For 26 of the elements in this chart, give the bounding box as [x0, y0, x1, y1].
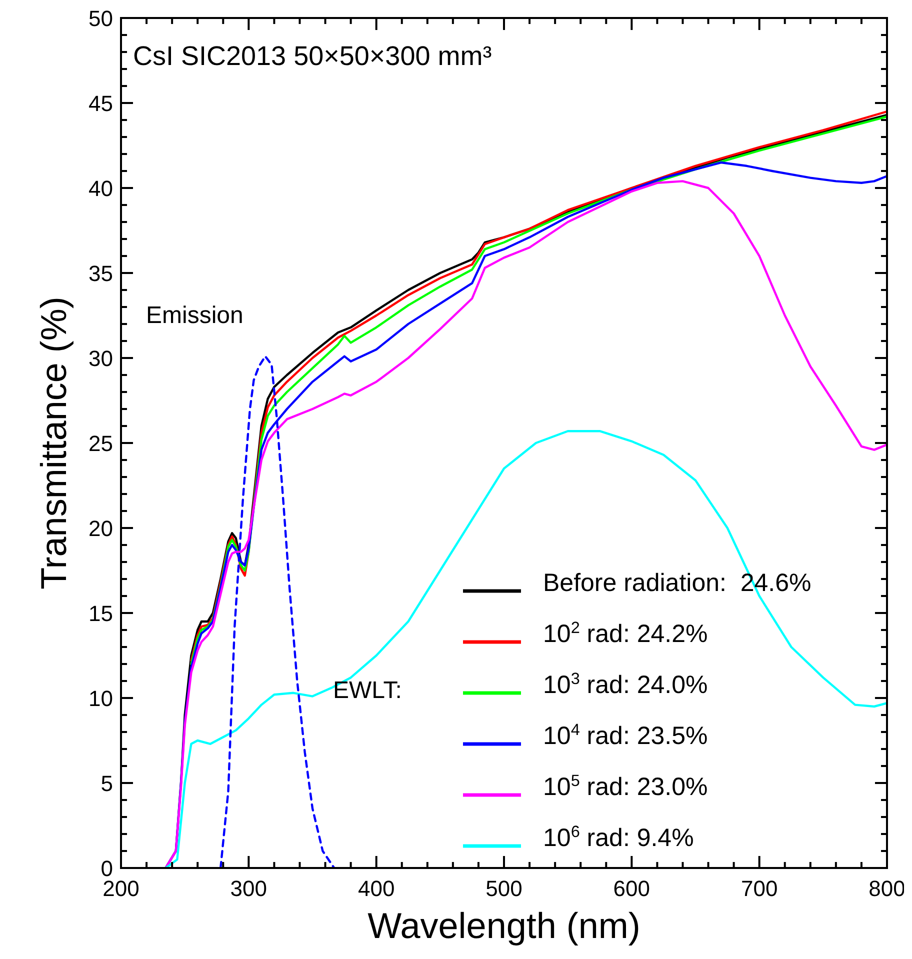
legend-label: 10$^{4}$ rad: 23.5% [543, 721, 708, 750]
y-tick-label: 5 [100, 771, 113, 796]
y-tick-label: 35 [88, 261, 113, 286]
y-tick-label: 10 [88, 686, 113, 711]
y-tick-label: 40 [88, 176, 113, 201]
legend-label: 10$^{3}$ rad: 24.0% [543, 670, 708, 699]
text: CsI SIC2013 50×50×300 mm³ [133, 41, 492, 71]
legend-label: 10$^{2}$ rad: 24.2% [543, 619, 708, 648]
x-tick-label: 700 [740, 876, 778, 901]
line-series [164, 430, 887, 868]
annotation: Emission [146, 302, 244, 329]
y-tick-label: 45 [88, 91, 113, 116]
y-tick-label: 50 [88, 6, 113, 31]
x-tick-label: 400 [358, 876, 395, 901]
y-tick-label: 30 [88, 346, 113, 371]
y-tick-label: 25 [88, 431, 113, 456]
x-tick-label: 500 [486, 876, 522, 901]
x-tick-label: 600 [613, 876, 650, 901]
annotation: EWLT: [333, 677, 402, 704]
legend-label: 10$^{5}$ rad: 23.0% [543, 772, 708, 801]
x-axis-title: Wavelength (nm) [368, 905, 640, 946]
x-tick-label: 300 [230, 876, 268, 901]
y-tick-label: 20 [88, 516, 113, 541]
y-axis-title: Transmittance (%) [33, 296, 74, 590]
y-tick-label: 15 [88, 601, 113, 626]
legend-label: 10$^{6}$ rad: 9.4% [543, 823, 694, 852]
